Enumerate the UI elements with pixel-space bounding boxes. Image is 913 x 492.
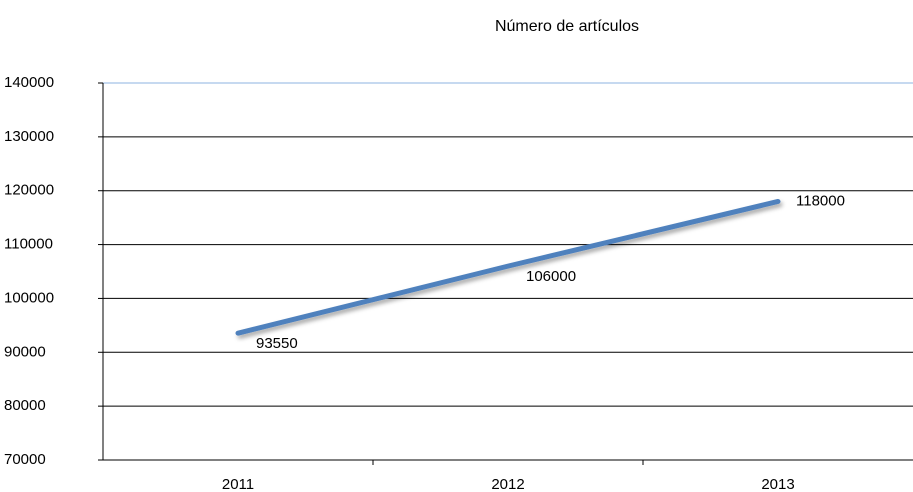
x-tick-label: 2013 bbox=[761, 476, 794, 492]
data-label: 118000 bbox=[796, 192, 845, 209]
y-tick-label: 70000 bbox=[4, 451, 46, 468]
y-tick-label: 120000 bbox=[4, 182, 54, 199]
data-label: 106000 bbox=[526, 268, 576, 285]
y-tick-label: 80000 bbox=[4, 397, 46, 414]
y-tick-label: 130000 bbox=[4, 128, 54, 145]
chart-title: Número de artículos bbox=[495, 18, 639, 35]
y-tick-label: 100000 bbox=[4, 289, 54, 306]
y-tick-label: 90000 bbox=[4, 343, 46, 360]
y-tick-label: 140000 bbox=[4, 74, 54, 91]
x-tick-label: 2012 bbox=[491, 476, 524, 492]
data-line bbox=[235, 198, 781, 336]
x-tick-label: 2011 bbox=[222, 476, 254, 492]
y-tick-label: 110000 bbox=[4, 236, 53, 253]
data-label: 93550 bbox=[256, 335, 298, 352]
